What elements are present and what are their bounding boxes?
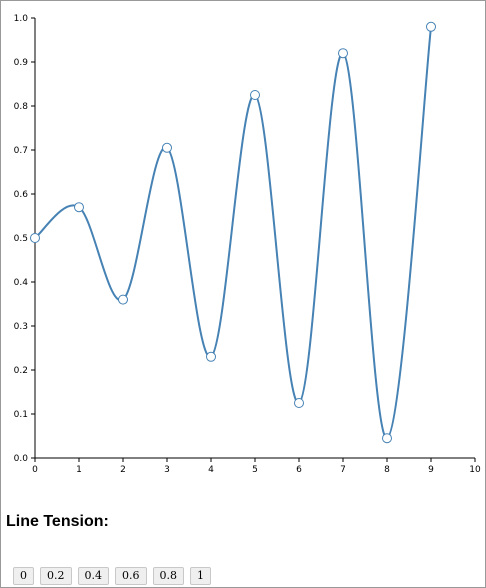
data-point <box>250 90 260 100</box>
tension-button-group: 0 0.2 0.4 0.6 0.8 1 <box>13 567 211 585</box>
x-tick-label: 3 <box>164 465 170 475</box>
data-point <box>426 21 436 32</box>
x-tick-label: 0 <box>32 465 38 475</box>
tension-button-0-2[interactable]: 0.2 <box>40 567 72 585</box>
x-tick-label: 1 <box>76 465 82 475</box>
x-tick-label: 5 <box>252 465 258 475</box>
y-tick-label: 0.4 <box>14 278 29 288</box>
y-tick-label: 0.3 <box>14 322 28 332</box>
tension-button-0-8[interactable]: 0.8 <box>152 567 184 585</box>
y-tick-label: 0.5 <box>14 234 28 244</box>
data-point <box>74 202 84 213</box>
y-tick-label: 0.2 <box>14 366 28 376</box>
y-tick-label: 0.7 <box>14 146 28 156</box>
data-point <box>382 433 392 444</box>
tension-button-0-4[interactable]: 0.4 <box>77 567 109 585</box>
y-tick-label: 0.0 <box>14 454 29 464</box>
data-point <box>30 233 40 243</box>
y-tick-label: 0.1 <box>14 410 28 420</box>
tension-button-1[interactable]: 1 <box>190 567 211 585</box>
tension-button-0[interactable]: 0 <box>13 567 34 585</box>
data-points <box>30 21 436 444</box>
data-point <box>338 48 348 59</box>
y-tick-label: 0.8 <box>14 102 29 112</box>
x-tick-label: 9 <box>428 465 434 475</box>
x-tick-label: 4 <box>208 465 214 475</box>
x-tick-label: 6 <box>296 465 302 475</box>
y-tick-label: 0.9 <box>14 58 29 68</box>
y-tick-label: 0.6 <box>14 190 29 200</box>
x-tick-label: 10 <box>469 465 481 475</box>
data-point <box>118 294 128 305</box>
x-tick-label: 8 <box>384 465 390 475</box>
data-point <box>162 142 172 153</box>
data-point <box>294 398 304 408</box>
x-tick-label: 2 <box>120 465 126 475</box>
line-tension-title: Line Tension: <box>6 513 109 530</box>
data-point <box>206 351 216 362</box>
line-chart: 0.0 0.1 0.2 0.3 0.4 0.5 0.6 0.7 0.8 0.9 1.0 0 1 2 3 4 5 6… <box>14 14 481 475</box>
y-tick-label: 1.0 <box>14 14 29 24</box>
x-tick-label: 7 <box>340 465 346 475</box>
tension-button-0-6[interactable]: 0.6 <box>115 567 147 585</box>
series-line <box>34 26 432 440</box>
axes: 0.0 0.1 0.2 0.3 0.4 0.5 0.6 0.7 0.8 0.9 1.0 0 1 2 3 4 5 6… <box>14 14 481 475</box>
